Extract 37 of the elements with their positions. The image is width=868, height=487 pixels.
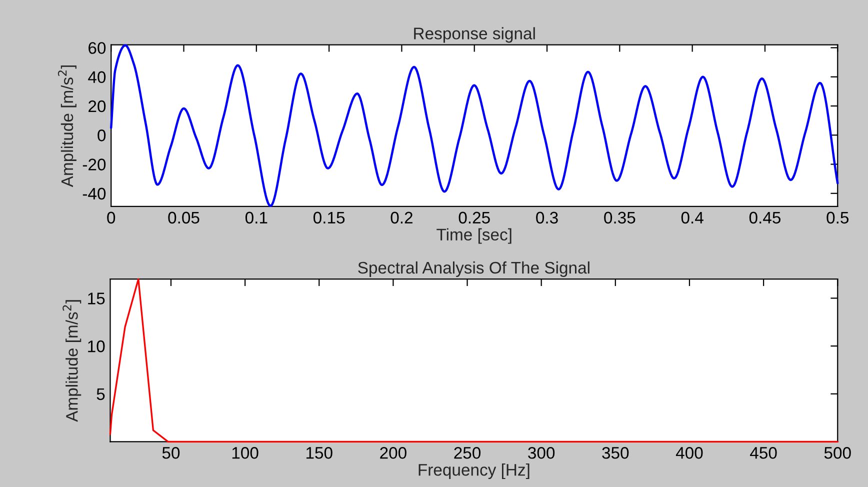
x-tick-label: 0.45 bbox=[749, 212, 780, 224]
x-tick-label: 350 bbox=[602, 447, 629, 459]
x-tick-label: 0.15 bbox=[313, 212, 345, 224]
x-tick-label: 200 bbox=[380, 447, 406, 459]
line-series bbox=[109, 278, 838, 443]
x-tick-label: 500 bbox=[824, 447, 851, 459]
y-tick-label: 0 bbox=[98, 130, 106, 142]
x-tick-label: 0.2 bbox=[390, 212, 412, 224]
x-tick-label: 250 bbox=[454, 447, 481, 459]
x-tick-label: 0.35 bbox=[604, 212, 636, 224]
x-tick-label: 50 bbox=[162, 447, 180, 459]
x-tick-label: 150 bbox=[306, 447, 332, 459]
x-tick-label: 0.4 bbox=[681, 212, 704, 224]
y-tick-label: 40 bbox=[88, 71, 106, 84]
y-tick-label: 60 bbox=[88, 42, 106, 54]
y-tick-label: 10 bbox=[88, 340, 105, 352]
x-tick-label: 300 bbox=[528, 447, 555, 459]
chart-title: Response signal bbox=[414, 27, 535, 43]
x-tick-label: 0.3 bbox=[536, 212, 558, 224]
y-tick-label: -20 bbox=[82, 158, 106, 170]
x-tick-label: 0.25 bbox=[458, 212, 490, 224]
x-tick-label: 100 bbox=[232, 447, 258, 459]
x-axis-title: Frequency [Hz] bbox=[418, 463, 530, 480]
y-tick-label: 20 bbox=[88, 100, 106, 112]
y-tick-label: -40 bbox=[82, 188, 106, 200]
x-tick-label: 0.05 bbox=[168, 212, 200, 224]
x-tick-label: 450 bbox=[750, 447, 777, 459]
x-tick-label: 0.5 bbox=[826, 212, 849, 224]
x-tick-label: 400 bbox=[676, 447, 703, 459]
y-tick-label: 15 bbox=[88, 292, 105, 304]
x-tick-label: 0 bbox=[107, 212, 116, 224]
x-tick-label: 0.1 bbox=[245, 212, 268, 224]
x-axis-title: Time [sec] bbox=[436, 228, 512, 244]
y-tick-label: 5 bbox=[96, 388, 105, 400]
y-axis-title: Amplitude [m/s$^{2}$] bbox=[62, 300, 82, 422]
chart-title: Spectral Analysis Of The Signal bbox=[358, 261, 590, 277]
y-axis-title: Amplitude [m/s$^{2}$] bbox=[58, 65, 76, 188]
